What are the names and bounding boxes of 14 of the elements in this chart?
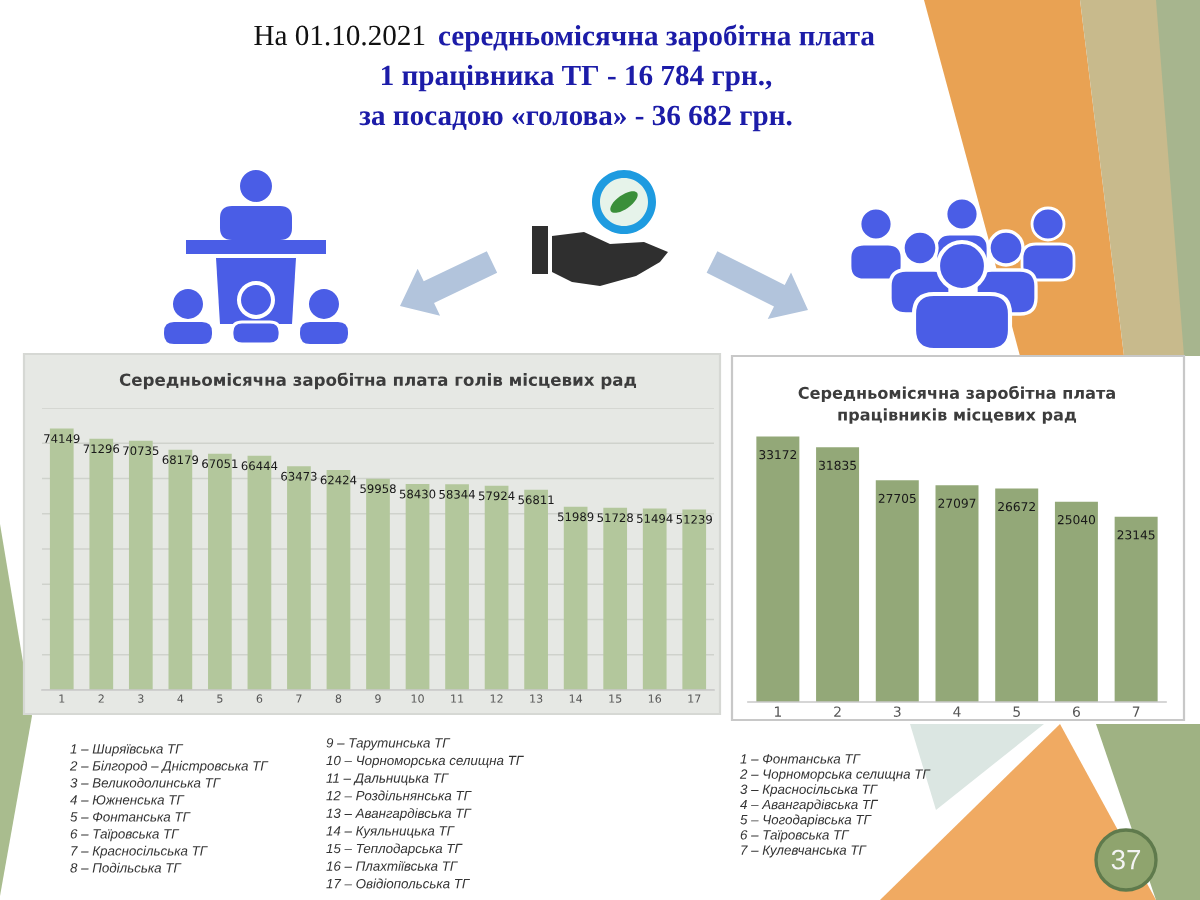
bar [816, 447, 860, 702]
text: 37 [1111, 849, 1141, 870]
text: середньомісячна заробітна плата [439, 24, 875, 52]
bar [1114, 516, 1158, 702]
bar [1054, 501, 1098, 702]
bar [935, 485, 979, 702]
text: На 01.10.2021 [254, 25, 425, 46]
chart-title: Середньомісячна заробітна плата голів місцевих рад [119, 372, 637, 390]
text: за посадою «голова» - 36 682 грн. [359, 105, 792, 132]
bar [756, 436, 800, 702]
chart-title: Середньомісячна заробітна плата працівників місцевих рад [798, 385, 1115, 424]
bar [995, 488, 1039, 702]
text: 1 працівника ТГ - 16 784 грн., [382, 64, 772, 92]
bar [875, 480, 919, 702]
